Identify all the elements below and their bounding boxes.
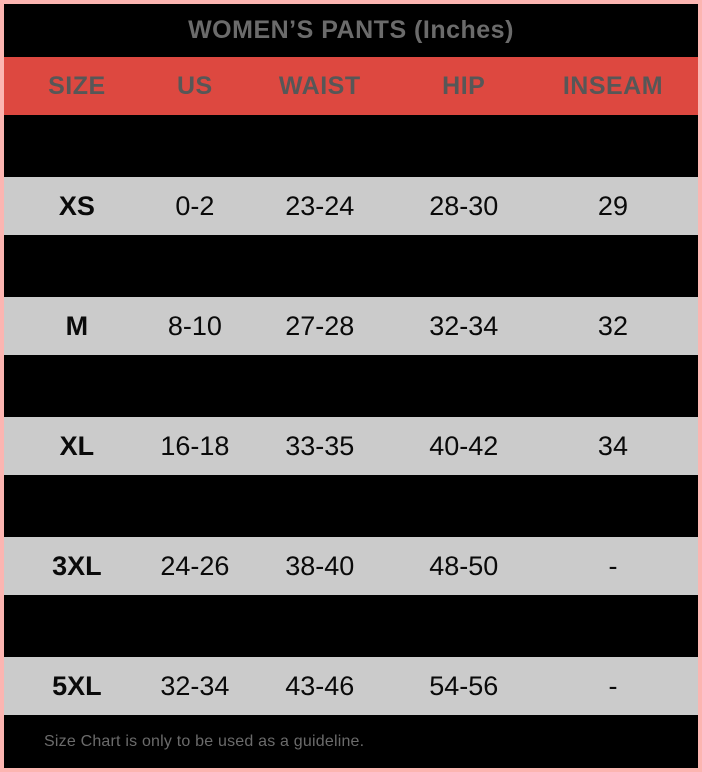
cell-inseam: 34: [597, 430, 628, 461]
cell-hip: 28-30: [429, 190, 499, 221]
cell-waist: 27-28: [285, 310, 355, 341]
table-row-xl: XL 16-18 33-35 40-42 34: [4, 417, 698, 475]
chart-title: WOMEN’S PANTS (Inches): [188, 16, 514, 44]
cell-waist: 23-24: [285, 190, 355, 221]
cell-waist: 33-35: [285, 430, 355, 461]
cell-waist: 43-46: [285, 670, 355, 701]
cell-inseam: 32: [597, 310, 628, 341]
cell-size: M: [65, 310, 89, 341]
cell-size: 3XL: [52, 550, 102, 581]
cell-inseam: -: [608, 550, 618, 581]
cell-size: 5XL: [52, 670, 102, 701]
cell-hip: 54-56: [429, 670, 499, 701]
column-header-size: SIZE: [48, 71, 106, 100]
cell-size: XS: [58, 190, 95, 221]
cell-us: 32-34: [160, 670, 230, 701]
table-row-m: M 8-10 27-28 32-34 32: [4, 297, 698, 355]
cell-hip: 32-34: [429, 310, 499, 341]
chart-title-bar: WOMEN’S PANTS (Inches): [4, 4, 698, 57]
cell-inseam: 29: [597, 190, 628, 221]
cell-inseam: -: [608, 670, 618, 701]
cell-us: 0-2: [175, 190, 215, 221]
column-header-waist: WAIST: [278, 71, 361, 100]
column-header-hip: HIP: [442, 71, 486, 100]
cell-us: 24-26: [160, 550, 230, 581]
table-header-row: SIZE US WAIST HIP INSEAM: [4, 57, 698, 115]
disclaimer-bar: Size Chart is only to be used as a guide…: [4, 715, 698, 768]
column-header-us: US: [176, 71, 213, 100]
table-row-hidden: [4, 475, 698, 537]
disclaimer-text: Size Chart is only to be used as a guide…: [44, 732, 365, 750]
cell-hip: 48-50: [429, 550, 499, 581]
table-row-hidden: [4, 355, 698, 417]
cell-us: 8-10: [167, 310, 222, 341]
column-header-inseam: INSEAM: [562, 71, 664, 100]
table-row-5xl: 5XL 32-34 43-46 54-56 -: [4, 657, 698, 715]
cell-us: 16-18: [160, 430, 230, 461]
table-row-hidden: [4, 115, 698, 177]
table-row-hidden: [4, 595, 698, 657]
cell-hip: 40-42: [429, 430, 499, 461]
table-row-hidden: [4, 235, 698, 297]
table-row-3xl: 3XL 24-26 38-40 48-50 -: [4, 537, 698, 595]
cell-size: XL: [59, 430, 95, 461]
cell-waist: 38-40: [285, 550, 355, 581]
table-row-xs: XS 0-2 23-24 28-30 29: [4, 177, 698, 235]
